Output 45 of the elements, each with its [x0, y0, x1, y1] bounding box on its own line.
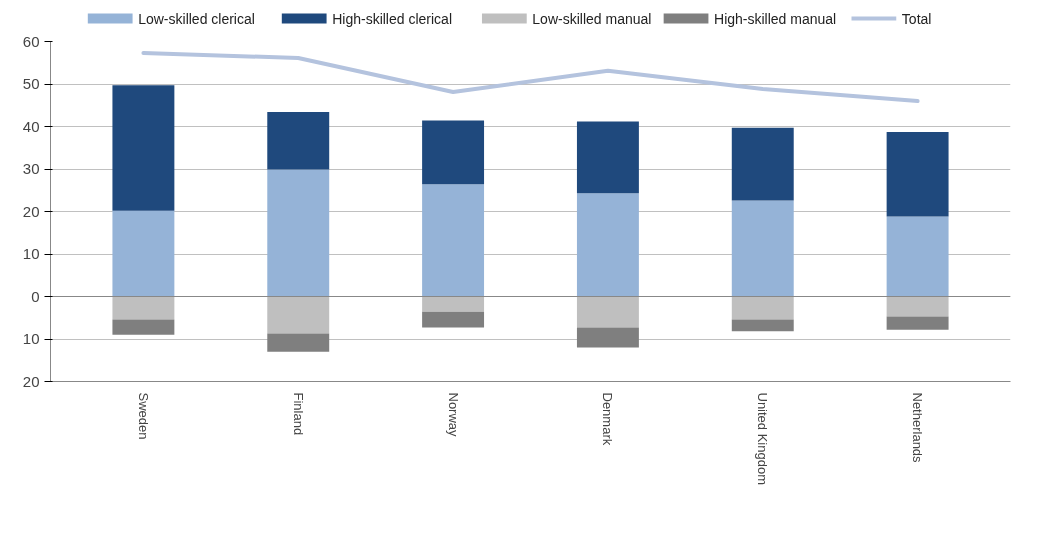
legend-label: Low-skilled manual [532, 10, 652, 27]
legend-label: Low-skilled clerical [138, 10, 255, 27]
bar [422, 184, 485, 297]
bar [731, 127, 794, 201]
x-tick-label: United Kingdom [755, 392, 771, 485]
legend-label: Total [901, 10, 932, 27]
y-tick-label: 60 [22, 32, 40, 50]
bar [731, 296, 794, 320]
bar [731, 200, 794, 297]
y-tick-label: 10 [22, 330, 40, 347]
bar [731, 319, 794, 332]
bar [576, 193, 639, 297]
bar [886, 216, 949, 297]
line-series [141, 50, 920, 103]
bar [112, 210, 175, 297]
bar [422, 120, 485, 185]
x-tick-label: Norway [445, 392, 461, 438]
x-tick-label: Netherlands [910, 392, 926, 464]
bar [112, 85, 175, 211]
bar [112, 319, 175, 335]
bar [886, 132, 949, 217]
bar [267, 333, 330, 352]
bar [886, 296, 949, 317]
bar [267, 112, 330, 170]
bar [422, 311, 485, 328]
y-tick-label: 40 [22, 117, 40, 135]
bar [576, 296, 639, 328]
bar [267, 169, 330, 297]
x-tick-label: Sweden [135, 392, 151, 440]
y-tick-label: 10 [22, 245, 40, 262]
x-tick-label: Finland [290, 392, 306, 436]
y-tick-label: 20 [22, 372, 40, 390]
bar [112, 296, 175, 320]
bar [267, 296, 330, 334]
bar [576, 121, 639, 194]
bar [886, 316, 949, 330]
x-tick-label: Denmark [600, 392, 616, 446]
y-tick-label: 20 [22, 202, 40, 220]
bar [422, 296, 485, 312]
bar [576, 327, 639, 348]
y-tick-label: 0 [31, 287, 40, 305]
y-tick-label: 30 [22, 160, 40, 177]
legend-label: High-skilled manual [714, 10, 837, 27]
legend-label: High-skilled clerical [332, 10, 452, 27]
y-tick-label: 50 [22, 75, 40, 92]
